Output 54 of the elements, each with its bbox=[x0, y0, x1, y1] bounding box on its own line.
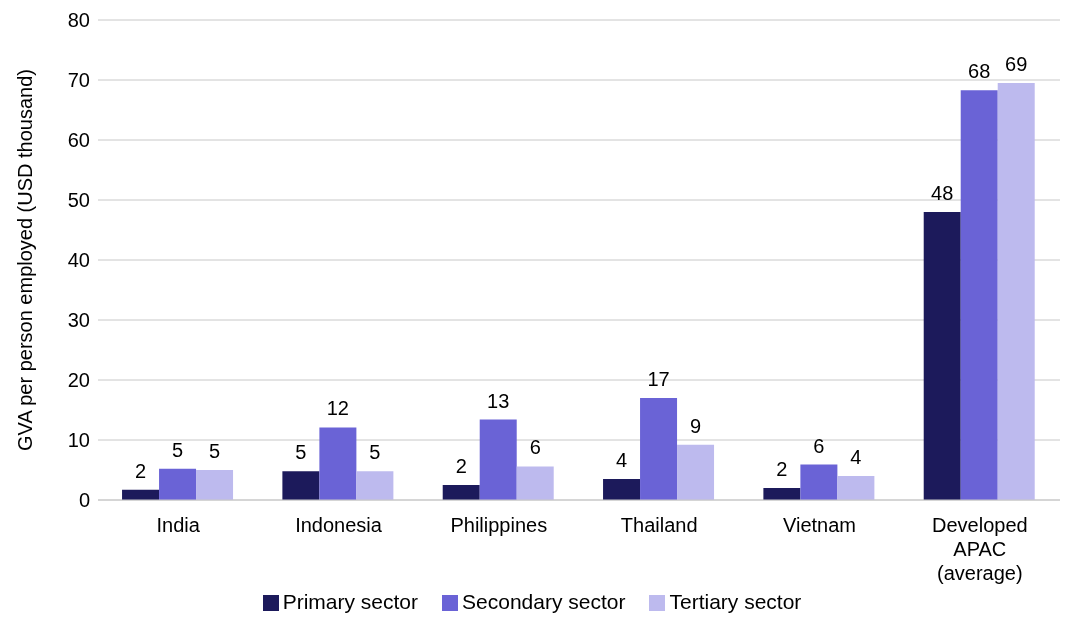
bar bbox=[997, 83, 1035, 500]
x-tick-label: Vietnam bbox=[782, 514, 857, 536]
legend-label: Primary sector bbox=[282, 590, 419, 613]
bar bbox=[196, 470, 234, 500]
data-label: 5 bbox=[295, 441, 307, 464]
bar bbox=[479, 419, 517, 500]
data-label: 6 bbox=[529, 436, 541, 459]
y-tick-label: 70 bbox=[67, 69, 90, 92]
bar bbox=[356, 471, 394, 500]
y-tick-label: 10 bbox=[67, 429, 90, 452]
data-label: 5 bbox=[171, 438, 184, 461]
data-label: 12 bbox=[326, 397, 350, 420]
bar bbox=[763, 488, 801, 500]
x-tick-label: Philippines bbox=[450, 514, 548, 536]
bar bbox=[923, 212, 961, 500]
bar bbox=[319, 427, 357, 500]
data-label: 2 bbox=[455, 455, 467, 477]
data-label: 4 bbox=[615, 449, 628, 471]
y-tick-label: 20 bbox=[67, 369, 90, 392]
data-label: 6 bbox=[813, 434, 825, 457]
y-tick-label: 30 bbox=[67, 309, 90, 332]
bar bbox=[960, 90, 998, 500]
data-label: 5 bbox=[208, 440, 221, 462]
legend-label: Secondary sector bbox=[462, 590, 626, 613]
data-label: 17 bbox=[647, 368, 670, 390]
x-tick-label: India bbox=[156, 514, 201, 536]
bar bbox=[282, 471, 320, 500]
bar bbox=[837, 476, 875, 500]
bar bbox=[516, 466, 554, 500]
data-label: 13 bbox=[487, 389, 510, 412]
data-label: 5 bbox=[369, 441, 381, 464]
bar bbox=[677, 444, 715, 500]
x-tick-label: Thailand bbox=[620, 514, 698, 536]
bar bbox=[800, 464, 838, 500]
y-tick-label: 0 bbox=[78, 489, 90, 512]
data-label: 9 bbox=[689, 414, 702, 437]
data-label: 2 bbox=[776, 458, 788, 480]
y-axis-title: GVA per person employed (USD thousand) bbox=[14, 68, 37, 452]
x-tick-label: Indonesia bbox=[295, 514, 383, 536]
data-label: 4 bbox=[850, 446, 862, 468]
data-label: 69 bbox=[1005, 53, 1028, 75]
bar bbox=[159, 468, 197, 500]
bar bbox=[640, 398, 678, 500]
x-tick-label: Developed APAC (average) bbox=[932, 514, 1028, 584]
data-label: 48 bbox=[931, 182, 954, 204]
data-label: 2 bbox=[134, 459, 147, 482]
data-label: 68 bbox=[968, 60, 991, 83]
bar bbox=[442, 485, 480, 500]
y-tick-label: 50 bbox=[67, 189, 90, 212]
y-tick-label: 80 bbox=[67, 9, 90, 32]
legend-label: Tertiary sector bbox=[669, 590, 802, 613]
bar bbox=[603, 479, 641, 500]
y-tick-label: 60 bbox=[67, 129, 90, 152]
y-tick-label: 40 bbox=[67, 249, 90, 272]
